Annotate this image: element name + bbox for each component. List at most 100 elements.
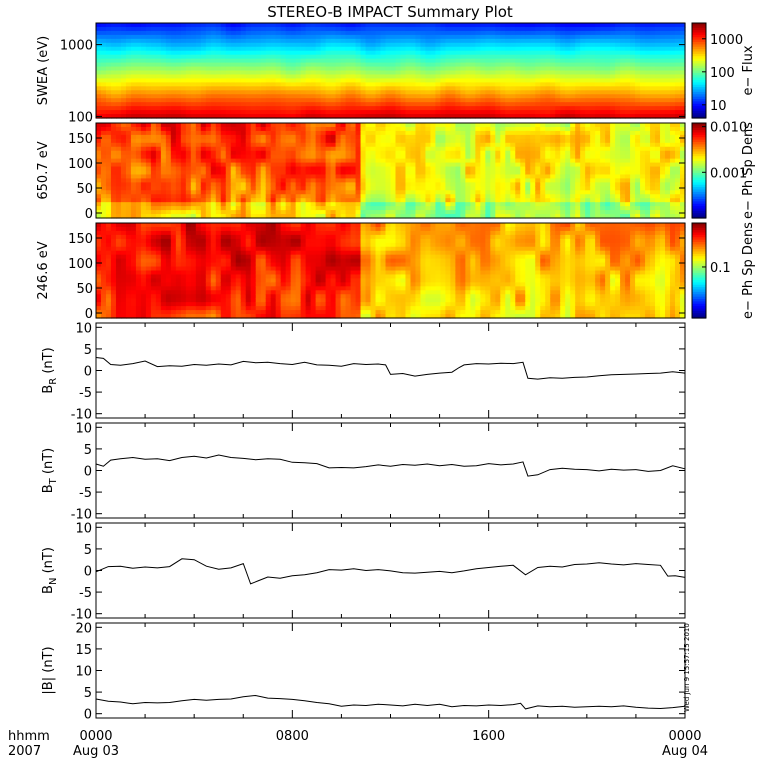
spectrogram-cell bbox=[345, 23, 352, 28]
spectrogram-cell bbox=[460, 66, 466, 72]
spectrogram-cell bbox=[180, 162, 187, 168]
spectrogram-cell bbox=[510, 170, 516, 176]
spectrogram-cell bbox=[205, 102, 212, 107]
spectrogram-cell bbox=[230, 38, 237, 44]
spectrogram-cell bbox=[430, 142, 437, 148]
spectrogram-cell bbox=[475, 50, 481, 56]
spectrogram-cell bbox=[395, 50, 402, 56]
spectrogram-cell bbox=[625, 23, 631, 28]
spectrogram-cell bbox=[475, 114, 481, 119]
spectrogram-cell bbox=[480, 46, 486, 52]
spectrogram-cell bbox=[250, 86, 257, 91]
spectrogram-cell bbox=[280, 210, 287, 215]
spectrogram-cell bbox=[285, 82, 292, 87]
spectrogram-cell bbox=[510, 42, 516, 48]
spectrogram-cell bbox=[515, 94, 521, 99]
spectrogram-cell bbox=[310, 150, 317, 156]
spectrogram-cell bbox=[680, 54, 686, 60]
spectrogram-cell bbox=[510, 82, 516, 87]
spectrogram-cell bbox=[425, 214, 432, 219]
spectrogram-cell bbox=[535, 38, 541, 44]
spectrogram-cell bbox=[230, 74, 237, 80]
spectrogram-cell bbox=[96, 138, 102, 144]
spectrogram-cell bbox=[185, 134, 192, 140]
spectrogram-cell bbox=[490, 110, 496, 115]
spectrogram-cell bbox=[615, 26, 621, 32]
spectrogram-cell bbox=[310, 46, 317, 52]
spectrogram-cell bbox=[115, 214, 122, 219]
spectrogram-cell bbox=[480, 54, 486, 60]
spectrogram-cell bbox=[430, 138, 437, 144]
spectrogram-cell bbox=[375, 202, 382, 207]
spectrogram-cell bbox=[390, 34, 397, 40]
spectrogram-cell bbox=[510, 166, 516, 172]
spectrogram-cell bbox=[375, 170, 382, 176]
spectrogram-cell bbox=[500, 26, 506, 32]
spectrogram-cell bbox=[155, 138, 162, 144]
spectrogram-cell bbox=[410, 142, 417, 148]
spectrogram-cell bbox=[405, 182, 412, 187]
spectrogram-cell bbox=[215, 134, 222, 140]
spectrogram-cell bbox=[310, 50, 317, 56]
spectrogram-cell bbox=[525, 58, 531, 64]
spectrogram-cell bbox=[530, 42, 536, 48]
spectrogram-cell bbox=[505, 138, 511, 144]
spectrogram-cell bbox=[430, 126, 437, 132]
spectrogram-cell bbox=[525, 198, 531, 203]
spectrogram-cell bbox=[525, 158, 531, 164]
spectrogram-cell bbox=[600, 46, 606, 52]
spectrogram-cell bbox=[400, 94, 407, 99]
spectrogram-cell bbox=[665, 66, 671, 72]
spectrogram-cell bbox=[145, 210, 152, 215]
spectrogram-cell bbox=[420, 190, 427, 195]
spectrogram-cell bbox=[96, 38, 102, 44]
spectrogram-cell bbox=[315, 23, 322, 28]
spectrogram-cell bbox=[210, 146, 217, 152]
spectrogram-cell bbox=[125, 198, 132, 203]
spectrogram-cell bbox=[115, 62, 122, 68]
spectrogram-cell bbox=[145, 98, 152, 103]
spectrogram-cell bbox=[155, 34, 162, 40]
spectrogram-cell bbox=[605, 26, 611, 32]
spectrogram-cell bbox=[210, 58, 217, 64]
spectrogram-cell bbox=[615, 82, 621, 87]
spectrogram-cell bbox=[240, 162, 247, 168]
spectrogram-cell bbox=[550, 34, 556, 40]
spectrogram-cell bbox=[245, 198, 252, 203]
spectrogram-cell bbox=[275, 110, 282, 115]
spectrogram-cell bbox=[295, 50, 302, 56]
spectrogram-cell bbox=[615, 98, 621, 103]
spectrogram-cell bbox=[140, 123, 147, 128]
spectrogram-cell bbox=[440, 198, 447, 203]
spectrogram-cell bbox=[335, 174, 342, 180]
spectrogram-cell bbox=[530, 50, 536, 56]
spectrogram-cell bbox=[230, 210, 237, 215]
spectrogram-cell bbox=[585, 54, 591, 60]
spectrogram-cell bbox=[215, 23, 222, 28]
spectrogram-cell bbox=[115, 194, 122, 199]
spectrogram-cell bbox=[505, 186, 511, 191]
spectrogram-cell bbox=[270, 150, 277, 156]
spectrogram-cell bbox=[125, 42, 132, 48]
spectrogram-cell bbox=[130, 150, 137, 156]
spectrogram-cell bbox=[355, 62, 362, 68]
spectrogram-cell bbox=[210, 66, 217, 72]
spectrogram-cell bbox=[160, 86, 167, 91]
spectrogram-cell bbox=[150, 202, 157, 207]
spectrogram-cell bbox=[365, 150, 372, 156]
spectrogram-cell bbox=[290, 142, 297, 148]
spectrogram-cell bbox=[215, 46, 222, 52]
spectrogram-cell bbox=[245, 166, 252, 172]
spectrogram-cell bbox=[160, 126, 167, 132]
spectrogram-cell bbox=[485, 146, 491, 152]
spectrogram-cell bbox=[300, 50, 307, 56]
spectrogram-cell bbox=[435, 70, 442, 76]
spectrogram-cell bbox=[440, 202, 447, 207]
spectrogram-cell bbox=[410, 198, 417, 203]
spectrogram-cell bbox=[150, 42, 157, 48]
spectrogram-cell bbox=[390, 42, 397, 48]
spectrogram-cell bbox=[640, 66, 646, 72]
spectrogram-cell bbox=[460, 210, 466, 215]
spectrogram-cell bbox=[365, 170, 372, 176]
spectrogram-cell bbox=[105, 134, 112, 140]
